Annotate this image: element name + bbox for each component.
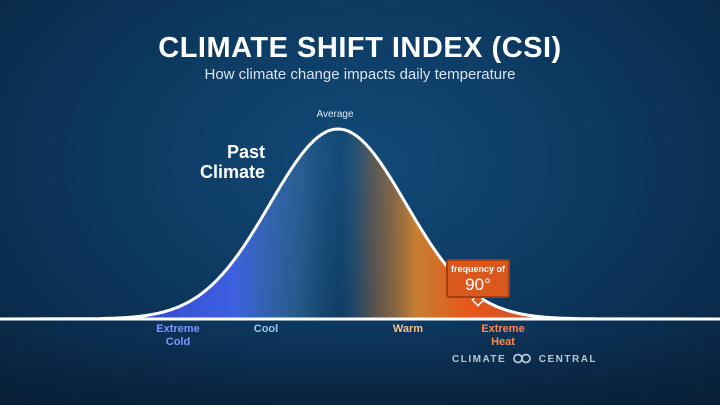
- extreme-heat-line2: Heat: [491, 336, 515, 348]
- past-climate-label: Past Climate: [175, 142, 265, 182]
- label-warm: Warm: [392, 323, 424, 335]
- curve-line: [0, 127, 720, 321]
- brand-logo: CLIMATE CENTRAL: [452, 353, 596, 365]
- chain-link-icon: [513, 353, 532, 364]
- label-extreme-cold: Extreme Cold: [133, 323, 223, 349]
- frequency-callout: frequency of 90°: [446, 259, 510, 298]
- label-cool: Cool: [253, 323, 279, 335]
- average-label: Average: [316, 109, 354, 120]
- brand-text-right: CENTRAL: [538, 354, 598, 365]
- frequency-value: 90°: [465, 275, 491, 294]
- extreme-heat-line1: Extreme: [481, 323, 525, 335]
- page-title: CLIMATE SHIFT INDEX (CSI): [158, 32, 562, 64]
- brand-text-left: CLIMATE: [452, 354, 507, 365]
- frequency-label: frequency of: [450, 264, 505, 274]
- extreme-cold-line1: Extreme: [156, 323, 200, 335]
- past-climate-line1: Past: [226, 142, 265, 162]
- extreme-cold-line2: Cold: [165, 336, 191, 348]
- label-extreme-heat: Extreme Heat: [458, 323, 548, 349]
- page-subtitle: How climate change impacts daily tempera…: [204, 66, 516, 83]
- floor-shade: [0, 321, 720, 405]
- past-climate-line2: Climate: [199, 162, 265, 182]
